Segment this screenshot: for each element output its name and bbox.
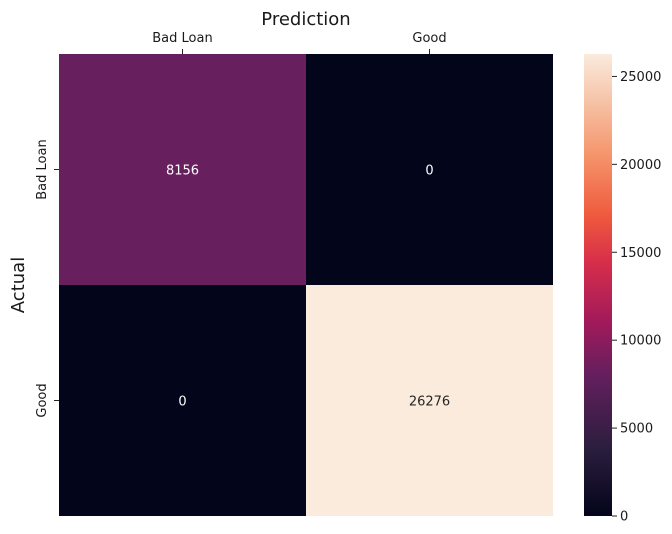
colorbar-tick-label: 20000 [620,158,661,173]
colorbar-tick-label: 25000 [620,70,661,85]
cell-value-label: 0 [178,395,186,410]
colorbar-ticks: 0 5000 10000 15000 20000 25000 [612,70,661,525]
colorbar-tick-label: 0 [620,510,628,525]
colorbar-tick-label: 5000 [620,422,653,437]
y-axis-title: Actual [8,257,29,313]
cell-value-label: 26276 [409,395,450,410]
y-tick-label: Good [35,383,50,417]
cell-value-label: 0 [425,164,433,179]
heatmap-cell [59,54,306,285]
y-tick-label: Bad Loan [35,139,50,199]
x-tick-label: Good [412,31,446,46]
x-axis-title: Prediction [261,9,350,30]
cell-value-label: 8156 [166,164,199,179]
y-tick-labels: Bad Loan Good [35,139,59,418]
colorbar [584,54,612,516]
x-tick-labels: Bad Loan Good [152,31,447,54]
heatmap-cell [306,285,553,516]
heatmap-cell [306,54,553,285]
heatmap-cells: 8156 0 0 26276 [59,54,553,516]
heatmap-cell [59,285,306,516]
colorbar-tick-label: 15000 [620,246,661,261]
x-tick-label: Bad Loan [152,31,212,46]
colorbar-tick-label: 10000 [620,334,661,349]
